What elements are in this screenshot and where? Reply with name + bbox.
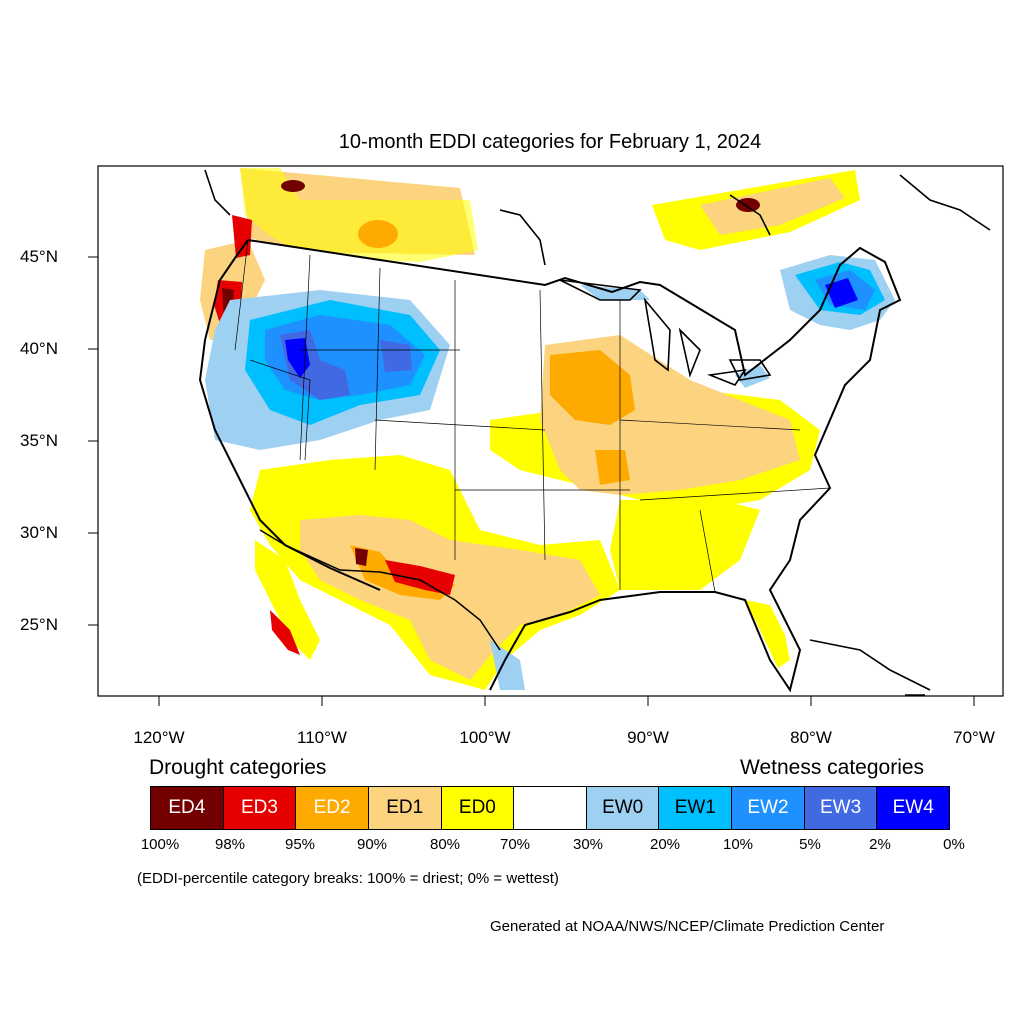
lon-label-120: 120°W xyxy=(133,728,185,747)
break-label: 10% xyxy=(722,836,754,853)
chihuahua-ed3 xyxy=(385,560,455,595)
legend-ew2: EW2 xyxy=(732,787,805,829)
lon-label-80: 80°W xyxy=(790,728,832,747)
great-basin-ew4 xyxy=(285,338,310,378)
lat-label-45: 45°N xyxy=(20,247,58,266)
conus-outline xyxy=(198,239,902,693)
legend-ed0-label: ED0 xyxy=(458,797,496,818)
break-label: 30% xyxy=(572,836,604,853)
legend-ed3-label: ED3 xyxy=(240,797,278,818)
canada-ed4-spot-2 xyxy=(281,180,305,192)
northeast-ew4 xyxy=(825,278,858,308)
baja-yellow xyxy=(255,540,320,660)
lat-label-40: 40°N xyxy=(20,339,58,358)
legend-ew3: EW3 xyxy=(804,787,878,829)
legend-ed2-label: ED2 xyxy=(313,797,351,818)
map-frame xyxy=(97,165,1004,697)
great-lakes-outline xyxy=(559,279,772,386)
category-note: (EDDI-percentile category breaks: 100% =… xyxy=(137,870,559,887)
map-title: 10-month EDDI categories for February 1,… xyxy=(338,131,762,153)
lat-label-35: 35°N xyxy=(20,431,58,450)
lake-ontario-ew0 xyxy=(735,365,770,388)
canada-ed2-spot xyxy=(358,220,398,248)
lon-label-70: 70°W xyxy=(953,728,995,747)
break-label: 90% xyxy=(356,836,388,853)
canada-ed4-spot xyxy=(736,198,760,212)
break-label: 98% xyxy=(214,836,246,853)
canada-coast xyxy=(204,169,991,266)
lat-label-30: 30°N xyxy=(20,523,58,542)
baja-ed3 xyxy=(270,610,300,655)
lon-label-110: 110°W xyxy=(297,728,347,747)
legend-ew0: EW0 xyxy=(586,787,660,829)
missouri-ed2 xyxy=(595,450,630,485)
canada-yellow-west xyxy=(240,168,478,262)
texas-coast-ew0 xyxy=(490,640,525,690)
legend-ew1: EW1 xyxy=(659,787,733,829)
legend-ew4-label: EW4 xyxy=(892,797,934,818)
legend-ed1-label: ED1 xyxy=(386,797,424,818)
cuba-outline xyxy=(809,639,931,696)
break-label: 2% xyxy=(869,836,891,853)
axis-ticks xyxy=(88,256,975,706)
iowa-ed2 xyxy=(550,350,635,425)
state-lines xyxy=(234,239,831,593)
legend-ew1-label: EW1 xyxy=(674,797,716,818)
break-label: 70% xyxy=(499,836,531,853)
break-label: 5% xyxy=(799,836,821,853)
legend-ed4-label: ED4 xyxy=(168,797,206,818)
legend-ew3-label: EW3 xyxy=(819,797,862,818)
legend-ew0-label: EW0 xyxy=(602,797,644,818)
break-label: 80% xyxy=(429,836,461,853)
legend-ed2: ED2 xyxy=(296,787,369,829)
legend-ed3: ED3 xyxy=(223,787,297,829)
break-label: 20% xyxy=(649,836,681,853)
florida-ed0 xyxy=(745,600,790,668)
lon-label-100: 100°W xyxy=(459,728,511,747)
legend-ed1: ED1 xyxy=(368,787,442,829)
canada-ed1-east xyxy=(700,178,845,235)
credit-line: Generated at NOAA/NWS/NCEP/Climate Predi… xyxy=(490,918,885,935)
break-label: 95% xyxy=(284,836,316,853)
drought-heading: Drought categories xyxy=(149,756,327,779)
mexico-border xyxy=(259,529,501,651)
legend-neutral xyxy=(514,787,587,829)
legend-colorbar: ED4 ED3 ED2 ED1 ED0 EW0 EW1 EW2 EW3 EW4 xyxy=(150,786,950,830)
wetness-heading: Wetness categories xyxy=(740,756,925,779)
lat-label-25: 25°N xyxy=(20,615,58,634)
legend-ed0: ED0 xyxy=(441,787,515,829)
nm-ed4 xyxy=(355,548,368,566)
great-lakes-ew0 xyxy=(580,285,650,300)
legend-ew4: EW4 xyxy=(877,787,950,829)
break-label: 0% xyxy=(943,836,965,853)
break-label: 100% xyxy=(140,836,180,853)
legend-ew2-label: EW2 xyxy=(747,797,789,818)
lon-label-90: 90°W xyxy=(627,728,669,747)
legend-ed4: ED4 xyxy=(151,787,224,829)
wyoming-ew3 xyxy=(380,340,412,372)
lower-mississippi-ed0 xyxy=(610,500,760,590)
